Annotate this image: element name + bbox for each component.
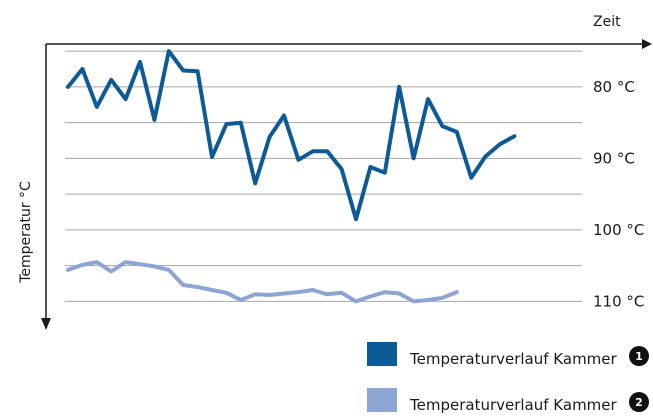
y-tick-label: 80 °C xyxy=(593,78,635,96)
series-line-1 xyxy=(66,49,517,222)
legend-swatch-1 xyxy=(367,342,397,366)
y-axis-title: Temperatur °C xyxy=(18,181,34,284)
y-tick-label: 90 °C xyxy=(593,149,635,167)
x-axis-arrow xyxy=(642,39,652,49)
legend: Temperaturverlauf Kammer 1 Temperaturverla… xyxy=(367,342,649,414)
y-tick-labels: 80 °C 90 °C 100 °C 110 °C xyxy=(593,78,644,310)
legend-label-2: Temperaturverlauf Kammer xyxy=(409,396,618,414)
legend-badge-number-2: 2 xyxy=(635,396,643,409)
x-axis-title: Zeit xyxy=(593,14,621,30)
series-lines xyxy=(66,49,517,304)
legend-swatch-2 xyxy=(367,388,397,412)
legend-badge-1 xyxy=(629,346,649,366)
legend-label-1: Temperaturverlauf Kammer xyxy=(409,350,618,368)
y-tick-label: 110 °C xyxy=(593,292,644,310)
series-line-2 xyxy=(66,260,459,304)
legend-badge-number-1: 1 xyxy=(635,350,643,363)
legend-badge-2 xyxy=(629,392,649,412)
y-axis-arrow xyxy=(41,318,51,330)
axes: Zeit Temperatur °C xyxy=(18,14,652,330)
y-tick-label: 100 °C xyxy=(593,221,644,239)
